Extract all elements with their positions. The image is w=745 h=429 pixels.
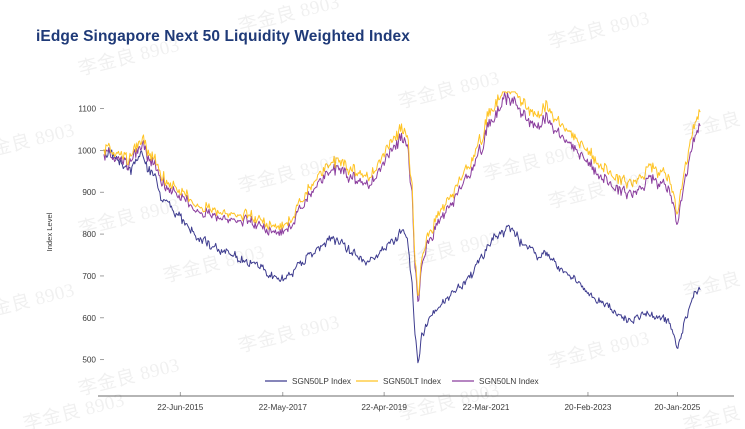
legend-label[interactable]: SGN50LT Index	[383, 377, 441, 386]
x-tick-label: 22-Apr-2019	[361, 403, 407, 412]
series-line-lp	[103, 147, 701, 364]
x-tick-label: 22-May-2017	[259, 403, 308, 412]
x-tick-label: 22-Mar-2021	[463, 403, 510, 412]
legend-label[interactable]: SGN50LP Index	[292, 377, 351, 386]
y-tick-label: 700	[82, 272, 96, 281]
x-tick-label: 20-Jan-2025	[654, 403, 700, 412]
y-tick-label: 900	[82, 188, 96, 197]
y-axis-ticks: 500 600 700 800 900 1000 1100	[78, 105, 104, 365]
y-tick-label: 600	[82, 314, 96, 323]
y-axis-title: Index Level	[45, 212, 54, 251]
series-line-ln	[103, 92, 701, 302]
y-tick-label: 1100	[78, 105, 96, 114]
chart-legend[interactable]: SGN50LP Index SGN50LT Index SGN50LN Index	[265, 377, 539, 386]
legend-label[interactable]: SGN50LN Index	[479, 377, 539, 386]
series-group	[103, 91, 701, 364]
x-tick-label: 20-Feb-2023	[565, 403, 612, 412]
page-title: iEdge Singapore Next 50 Liquidity Weight…	[36, 28, 410, 45]
series-line-lt	[103, 91, 701, 297]
y-tick-label: 500	[82, 356, 96, 365]
y-tick-label: 1000	[78, 146, 97, 155]
x-tick-label: 22-Jun-2015	[157, 403, 203, 412]
y-tick-label: 800	[82, 230, 96, 239]
x-axis-ticks: 22-Jun-2015 22-May-2017 22-Apr-2019 22-Mar-…	[157, 392, 701, 412]
